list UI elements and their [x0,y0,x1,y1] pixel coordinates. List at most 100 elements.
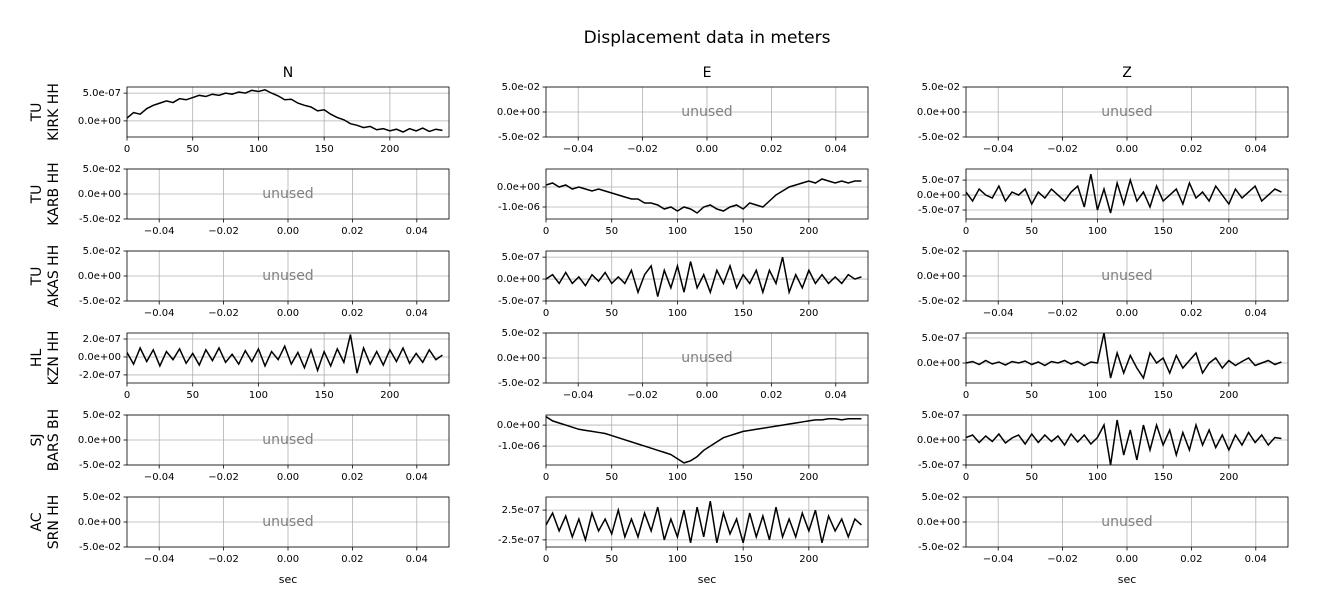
row-label: KARB HH [46,162,62,225]
panel: −0.04 −0.02 0.00 0.02 0.04 5.0e-02 0.0e+00 -5.0… [497,328,869,401]
y-tick-label: 0.0e+00 [497,107,540,118]
y-tick-label: 5.0e-02 [922,82,960,93]
x-tick-label: −0.02 [208,554,239,565]
unused-label: unused [262,432,313,448]
axes-frame [965,496,1289,548]
panel: −0.04 −0.02 0.00 0.02 0.04 5.0e-02 0.0e+00 -5.0… [78,246,450,319]
trace [966,419,1282,465]
y-tick-label: 0.0e+00 [78,435,121,446]
column-title: Z [1122,65,1132,81]
row-label: HL [29,349,45,368]
trace [546,256,862,297]
y-tick-label: 0.0e+00 [497,182,540,193]
y-tick-label: -5.0e-02 [918,296,960,307]
y-tick-label: 0.0e+00 [917,107,960,118]
trace [966,333,1282,380]
x-tick-label: 200 [380,144,399,155]
axes-frame [126,414,450,466]
panel: 0 50 100 150 200 0.0e+00 -1.0e-06 [497,414,869,483]
x-tick-label: −0.02 [208,308,239,319]
unused-label: unused [262,186,313,202]
x-tick-label: 0.04 [406,554,428,565]
x-tick-label: 200 [1219,472,1238,483]
x-tick-label: 150 [315,390,334,401]
x-tick-label: 0.00 [696,390,718,401]
y-tick-label: -5.0e-02 [79,214,121,225]
x-tick-label: 200 [799,308,818,319]
y-tick-label: -5.0e-02 [79,460,121,471]
x-tick-label: 200 [1219,390,1238,401]
x-tick-label: −0.04 [144,308,175,319]
y-tick-label: 5.0e-02 [83,246,121,257]
axes-frame [965,168,1289,220]
trace [546,416,862,464]
y-tick-label: -5.0e-02 [79,296,121,307]
x-tick-label: 0.02 [341,472,363,483]
panel: 0 50 100 150 200 0.0e+00 -1.0e-06 [497,168,869,237]
panel: −0.04 −0.02 0.00 0.02 0.04 5.0e-02 0.0e+00 -5.0… [917,492,1289,586]
x-tick-label: −0.04 [983,554,1014,565]
row-label: KIRK HH [46,83,62,141]
y-tick-label: 0.0e+00 [78,271,121,282]
x-tick-label: 0 [124,390,130,401]
x-tick-label: −0.02 [627,144,658,155]
trace [966,173,1282,214]
unused-label: unused [1101,514,1152,530]
x-tick-label: 200 [380,390,399,401]
y-tick-label: 0.0e+00 [497,420,540,431]
axes-frame [965,86,1289,138]
y-tick-label: 0.0e+00 [917,358,960,369]
x-tick-label: −0.04 [144,226,175,237]
x-tick-label: 0.02 [1180,554,1202,565]
x-tick-label: −0.02 [208,472,239,483]
row-label: AC [29,512,45,531]
panel: −0.04 −0.02 0.00 0.02 0.04 5.0e-02 0.0e+00 -5.0… [917,82,1289,155]
x-tick-label: 0.00 [277,472,299,483]
y-tick-label: 2.0e-07 [83,334,121,345]
y-tick-label: 0.0e+00 [497,274,540,285]
x-tick-label: 50 [605,554,618,565]
row-label: KZN HH [46,331,62,386]
unused-label: unused [681,104,732,120]
x-tick-label: 0 [543,554,549,565]
y-tick-label: -5.0e-02 [79,542,121,553]
x-tick-label: 0.02 [1180,308,1202,319]
panel: 0 50 100 150 200 5.0e-07 0.0e+00 [78,86,450,155]
x-axis-label: sec [1118,573,1137,586]
panel: −0.04 −0.02 0.00 0.02 0.04 5.0e-02 0.0e+00 -5.0… [917,246,1289,319]
x-tick-label: 200 [1219,226,1238,237]
panel: 0 50 100 150 200 5.0e-07 0.0e+00 -5.0e-07 [497,250,869,319]
x-tick-label: −0.02 [627,390,658,401]
column-title: E [703,65,712,81]
y-tick-label: 5.0e-02 [922,246,960,257]
x-tick-label: −0.04 [563,144,594,155]
row-label: AKAS HH [46,245,62,307]
y-tick-label: -1.0e-06 [498,202,540,213]
x-tick-label: 150 [1154,390,1173,401]
axes-frame [545,414,869,466]
y-tick-label: 5.0e-07 [922,410,960,421]
y-tick-label: 5.0e-02 [502,328,540,339]
y-tick-label: 2.5e-07 [502,505,540,516]
panel: −0.04 −0.02 0.00 0.02 0.04 5.0e-02 0.0e+00 -5.0… [78,492,450,586]
x-tick-label: −0.04 [144,472,175,483]
x-tick-label: 100 [668,554,687,565]
x-tick-label: 0 [543,472,549,483]
x-tick-label: 0.00 [277,308,299,319]
trace [127,334,443,374]
x-tick-label: 0.04 [406,226,428,237]
unused-label: unused [1101,104,1152,120]
y-tick-label: -5.0e-02 [498,132,540,143]
axes-frame [126,332,450,384]
x-tick-label: 0.00 [277,554,299,565]
x-tick-label: −0.02 [208,226,239,237]
x-tick-label: 200 [799,472,818,483]
x-tick-label: 150 [1154,226,1173,237]
x-tick-label: 150 [734,226,753,237]
x-tick-label: 200 [799,554,818,565]
axes-frame [965,250,1289,302]
axes-frame [545,496,869,548]
x-tick-label: 0 [543,308,549,319]
x-tick-label: 0.04 [1245,308,1267,319]
